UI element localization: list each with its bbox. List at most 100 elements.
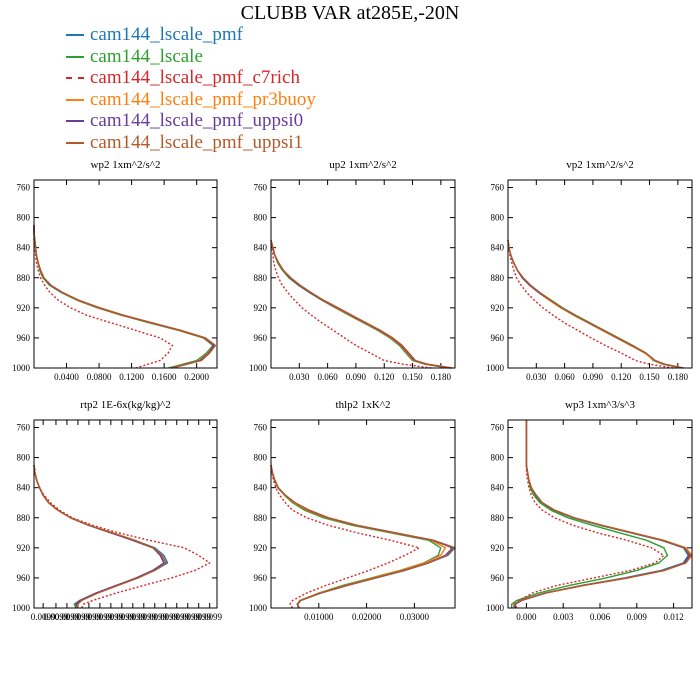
panel-title: up2 1xm^2/s^2 xyxy=(329,159,396,171)
x-tick-label: 0.0099 xyxy=(186,612,211,622)
y-tick-label: 960 xyxy=(491,333,505,343)
series-line xyxy=(507,240,682,369)
series-line xyxy=(33,465,165,609)
x-tick-label: 0.0099 xyxy=(109,612,134,622)
y-tick-label: 920 xyxy=(491,303,505,313)
y-tick-label: 960 xyxy=(254,333,268,343)
y-tick-label: 920 xyxy=(491,543,505,553)
x-tick-label: 0.0800 xyxy=(87,372,112,382)
panel-title: vp2 1xm^2/s^2 xyxy=(566,159,633,171)
plot-frame xyxy=(507,179,693,369)
series-line xyxy=(270,240,449,369)
y-tick-label: 960 xyxy=(17,573,31,583)
page-title: CLUBB VAR at285E,-20N xyxy=(240,2,460,24)
series-line xyxy=(514,420,665,609)
y-tick-label: 840 xyxy=(491,243,505,253)
series-line xyxy=(507,240,684,369)
series-line xyxy=(270,464,455,609)
y-tick-label: 880 xyxy=(17,273,31,283)
chart-panel: up2 1xm^2/s^2 760 800 840 880 920 960 1000 0.030… xyxy=(249,159,456,382)
series-line xyxy=(33,225,174,369)
chart-panel: thlp2 1xK^2 760 800 840 880 920 960 1000 0.01000… xyxy=(249,399,456,622)
x-tick-label: 0.0099 xyxy=(31,612,56,622)
legend-line-swatch xyxy=(66,120,84,122)
legend-label: cam144_lscale_pmf_uppsi1 xyxy=(90,131,304,153)
series-line xyxy=(270,240,453,369)
series-line xyxy=(270,464,447,609)
series-line xyxy=(507,240,683,369)
x-tick-label: 0.030 xyxy=(289,372,310,382)
series-line xyxy=(511,420,669,608)
series-line xyxy=(513,420,693,608)
legend-line-swatch xyxy=(66,55,84,58)
legend-label: cam144_lscale xyxy=(90,45,203,67)
legend-label: cam144_lscale_pmf_c7rich xyxy=(90,67,300,88)
x-tick-label: 0.030 xyxy=(526,372,547,382)
x-tick-label: 0.150 xyxy=(402,372,423,382)
series-line xyxy=(270,465,420,609)
y-tick-label: 880 xyxy=(254,513,268,523)
series-line xyxy=(513,420,689,608)
plot-frame xyxy=(33,179,218,369)
chart-panel: rtp2 1E-6x(kg/kg)^2 760 800 840 880 920 960 100… xyxy=(12,399,223,622)
series-line xyxy=(507,240,684,369)
y-tick-label: 880 xyxy=(254,273,268,283)
legend-line-swatch xyxy=(66,77,84,79)
series-line xyxy=(33,465,165,609)
x-tick-label: 0.180 xyxy=(668,372,689,382)
legend-line-swatch xyxy=(66,98,84,101)
x-tick-label: 0.0099 xyxy=(164,612,189,622)
x-tick-label: 0.090 xyxy=(583,372,604,382)
chart-panel: vp2 1xm^2/s^2 760 800 840 880 920 960 1000 0.030… xyxy=(486,159,693,382)
series-line xyxy=(270,240,451,369)
x-tick-label: 0.0099 xyxy=(98,612,123,622)
series-line xyxy=(514,420,691,608)
x-tick-label: 0.003 xyxy=(553,612,574,622)
legend-label: cam144_lscale_pmf_pr3buoy xyxy=(90,88,316,110)
plot-frame xyxy=(33,419,218,609)
y-tick-label: 800 xyxy=(491,453,505,463)
x-tick-label: 0.009 xyxy=(627,612,648,622)
series-line xyxy=(33,225,216,369)
y-tick-label: 800 xyxy=(254,453,268,463)
y-tick-label: 960 xyxy=(17,333,31,343)
legend-line-swatch xyxy=(66,34,84,36)
plot-frame xyxy=(507,419,693,609)
y-tick-label: 920 xyxy=(17,543,31,553)
y-tick-label: 920 xyxy=(254,543,268,553)
y-tick-label: 880 xyxy=(17,513,31,523)
x-tick-label: 0.180 xyxy=(431,372,452,382)
legend-label: cam144_lscale_pmf_uppsi0 xyxy=(90,110,304,131)
series-line xyxy=(507,240,674,369)
y-tick-label: 840 xyxy=(491,483,505,493)
y-tick-label: 760 xyxy=(491,423,505,433)
x-tick-label: 0.02000 xyxy=(352,612,382,622)
y-tick-label: 760 xyxy=(17,423,31,433)
panel-title: wp2 1xm^2/s^2 xyxy=(91,159,161,171)
x-tick-label: 0.060 xyxy=(317,372,338,382)
y-tick-label: 1000 xyxy=(249,363,268,373)
y-tick-label: 960 xyxy=(491,573,505,583)
panel-title: wp3 1xm^3/s^3 xyxy=(565,399,635,411)
series-line xyxy=(33,225,215,369)
y-tick-label: 760 xyxy=(491,183,505,193)
y-tick-label: 800 xyxy=(491,213,505,223)
x-tick-label: 0.01000 xyxy=(304,612,334,622)
x-tick-label: 0.0099 xyxy=(44,612,69,622)
x-tick-label: 0.0099 xyxy=(88,612,113,622)
y-tick-label: 1000 xyxy=(249,603,268,613)
x-tick-label: 0.120 xyxy=(611,372,632,382)
series-line xyxy=(33,465,167,608)
series-line xyxy=(507,240,683,369)
y-tick-label: 800 xyxy=(17,213,31,223)
x-tick-label: 0.0099 xyxy=(142,612,167,622)
y-tick-label: 760 xyxy=(17,183,31,193)
series-line xyxy=(270,240,432,369)
x-tick-label: 0.120 xyxy=(374,372,395,382)
y-tick-label: 840 xyxy=(17,243,31,253)
x-tick-label: 0.0099 xyxy=(66,612,91,622)
y-tick-label: 880 xyxy=(491,513,505,523)
series-line xyxy=(270,464,456,609)
y-tick-label: 840 xyxy=(254,483,268,493)
